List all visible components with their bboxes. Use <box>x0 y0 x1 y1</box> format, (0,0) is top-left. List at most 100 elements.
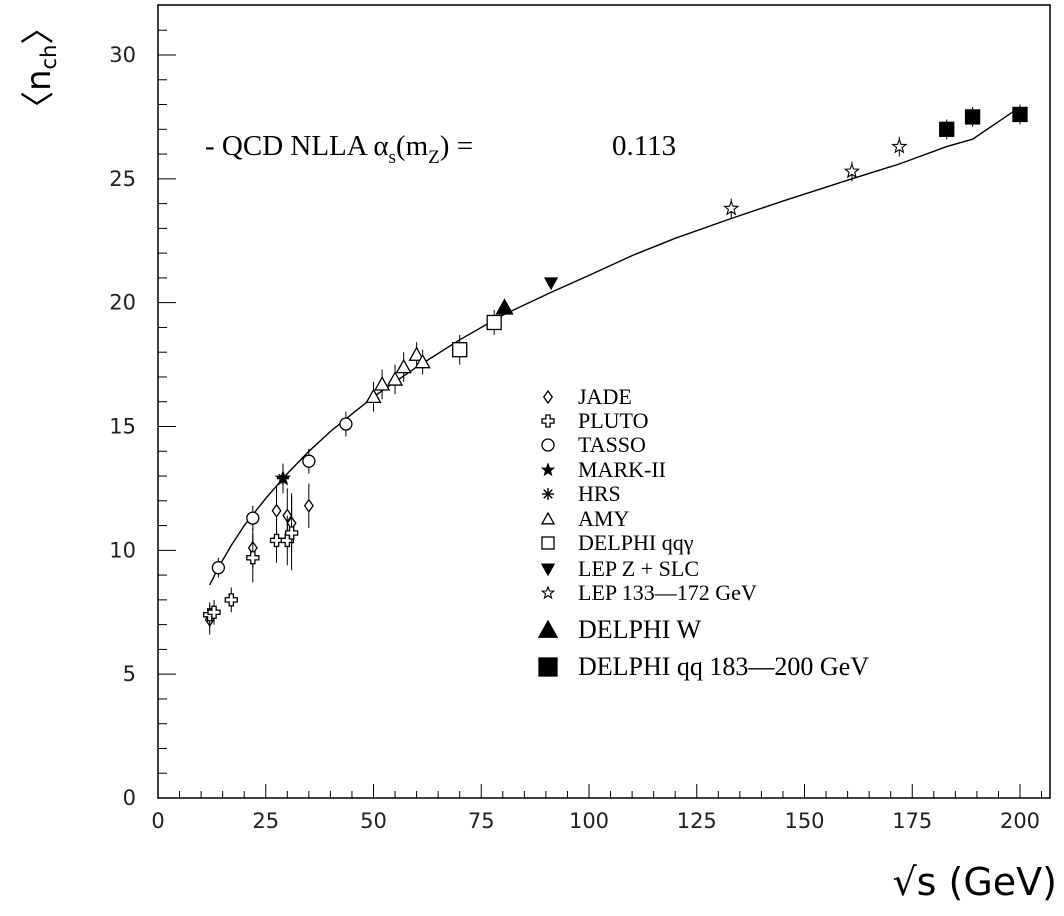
y-tick-label: 0 <box>123 786 136 810</box>
series-delphi-qq- <box>452 310 502 365</box>
data-point <box>302 454 316 468</box>
marker-shape <box>540 511 556 525</box>
legend-label: LEP Z + SLC <box>578 556 699 581</box>
legend-marker <box>541 414 555 428</box>
x-tick-label: 125 <box>677 809 717 833</box>
legend-marker <box>542 488 554 500</box>
legend-label: DELPHI W <box>578 615 701 644</box>
marker-shape <box>543 489 553 499</box>
marker-shape <box>284 526 299 540</box>
legend-marker <box>540 563 556 577</box>
x-tick-label: 0 <box>151 809 164 833</box>
data-point <box>271 503 282 518</box>
marker-shape <box>939 121 955 137</box>
marker-shape <box>541 536 555 550</box>
legend-label: LEP 133—172 GeV <box>578 580 757 605</box>
x-tick-label: 50 <box>360 809 387 833</box>
marker-shape <box>495 298 514 315</box>
fit-annotation: - QCD NLLA αs(mZ) = <box>205 130 473 168</box>
legend-label: PLUTO <box>578 408 649 433</box>
marker-shape <box>374 376 391 391</box>
series-lep-133-172-gev <box>723 136 908 219</box>
x-tick-label: 175 <box>892 809 932 833</box>
marker-shape <box>269 533 284 548</box>
marker-shape <box>386 371 404 386</box>
data-point <box>246 511 260 525</box>
data-point <box>224 593 238 607</box>
x-tick-label: 75 <box>468 809 495 833</box>
series-delphi-w <box>495 298 514 315</box>
data-point <box>207 605 221 619</box>
data-point <box>365 388 382 404</box>
fit-annotation-value: 0.113 <box>612 130 676 162</box>
marker-shape <box>302 454 316 468</box>
data-point <box>486 314 502 331</box>
series-lep-z-slc <box>543 277 559 291</box>
legend-label: HRS <box>578 481 621 506</box>
y-axis-title: 〈nch〉 <box>19 11 61 125</box>
marker-shape <box>278 473 288 484</box>
data-point <box>408 346 425 361</box>
legend-marker <box>540 462 556 477</box>
legend-marker <box>543 389 553 405</box>
data-point <box>211 561 225 575</box>
data-point <box>284 526 299 540</box>
legend-marker <box>540 511 556 525</box>
marker-shape <box>543 277 559 291</box>
data-point <box>964 109 981 125</box>
legend-label: MARK-II <box>578 457 666 482</box>
y-tick-label: 5 <box>123 662 136 686</box>
y-tick-label: 15 <box>109 415 136 439</box>
marker-shape <box>408 346 425 361</box>
data-point <box>452 342 468 358</box>
marker-shape <box>537 619 559 638</box>
legend-marker <box>537 619 559 638</box>
data-point <box>303 498 314 513</box>
marker-shape <box>271 503 282 518</box>
y-tick-label: 30 <box>109 43 136 67</box>
marker-shape <box>207 605 221 619</box>
legend-label: DELPHI qq 183—200 GeV <box>578 652 869 681</box>
series-hrs <box>276 466 289 491</box>
x-tick-label: 200 <box>1000 809 1040 833</box>
marker-shape <box>540 585 556 600</box>
marker-shape <box>541 438 555 452</box>
marker-shape <box>246 551 260 565</box>
marker-shape <box>891 137 908 154</box>
series-delphi-qq-183-200-gev <box>939 104 1028 140</box>
data-point <box>495 298 514 315</box>
data-point <box>723 200 740 216</box>
data-point <box>374 376 391 391</box>
data-point <box>843 162 861 179</box>
marker-shape <box>486 314 502 331</box>
marker-shape <box>246 511 260 525</box>
data-point <box>339 417 353 431</box>
y-tick-label: 25 <box>109 167 136 191</box>
data-point <box>246 551 260 565</box>
marker-shape <box>452 342 468 358</box>
data-point <box>276 472 289 485</box>
y-tick-label: 20 <box>109 291 136 315</box>
x-axis-title: √s (GeV) <box>892 860 1057 904</box>
y-tick-label: 10 <box>109 538 136 562</box>
data-point <box>543 277 559 291</box>
marker-shape <box>964 109 981 125</box>
legend-marker <box>541 438 555 452</box>
marker-shape <box>540 563 556 577</box>
series-amy <box>365 342 431 412</box>
legend-marker <box>541 536 555 550</box>
data-point <box>395 358 412 374</box>
svg-text:〈nch〉: 〈nch〉 <box>19 11 61 125</box>
x-tick-label: 150 <box>784 809 824 833</box>
marker-shape <box>723 200 740 216</box>
marker-shape <box>224 593 238 607</box>
marker-shape <box>543 389 553 405</box>
data-point <box>386 371 404 386</box>
marker-shape <box>303 498 314 513</box>
series-tasso <box>211 411 353 578</box>
legend-label: AMY <box>578 506 629 531</box>
legend-marker <box>538 657 558 677</box>
marker-shape <box>395 358 412 374</box>
